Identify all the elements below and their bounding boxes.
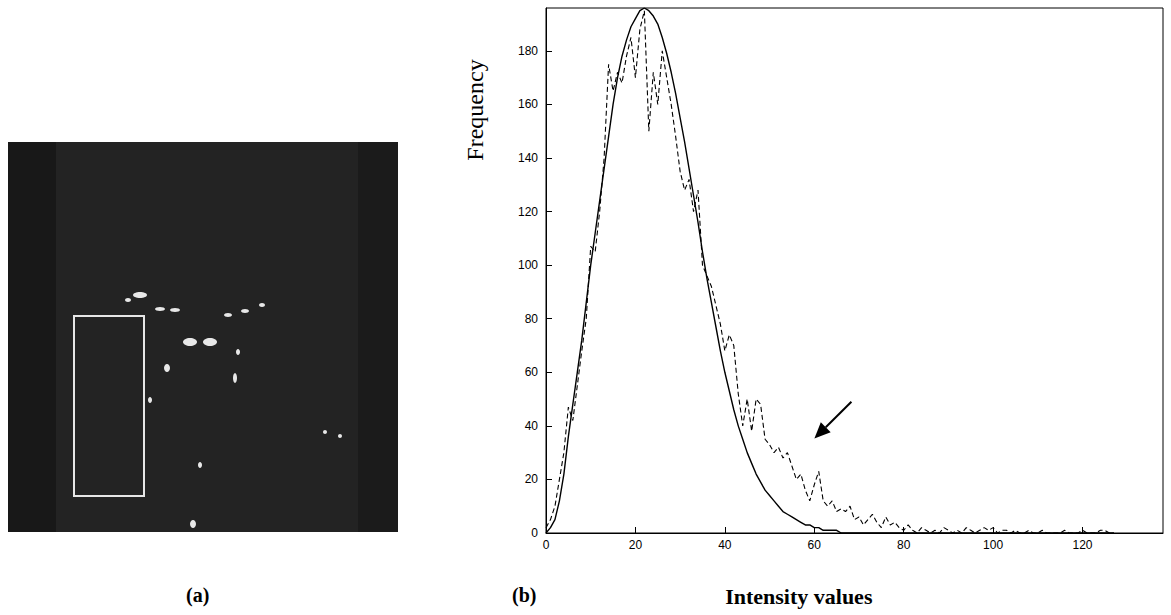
svg-text:0: 0 (543, 538, 550, 552)
svg-text:0: 0 (531, 526, 538, 540)
svg-text:120: 120 (518, 205, 538, 219)
svg-text:140: 140 (518, 151, 538, 165)
svg-text:80: 80 (897, 538, 911, 552)
svg-text:120: 120 (1073, 538, 1093, 552)
svg-text:60: 60 (808, 538, 822, 552)
svg-text:180: 180 (518, 44, 538, 58)
svg-text:(a): (a) (186, 584, 209, 607)
svg-text:100: 100 (983, 538, 1003, 552)
svg-text:20: 20 (525, 472, 539, 486)
svg-text:20: 20 (629, 538, 643, 552)
svg-text:(b): (b) (512, 584, 536, 607)
svg-text:100: 100 (518, 258, 538, 272)
svg-text:160: 160 (518, 97, 538, 111)
svg-text:60: 60 (525, 365, 539, 379)
svg-text:80: 80 (525, 312, 539, 326)
svg-text:40: 40 (718, 538, 732, 552)
svg-text:Intensity values: Intensity values (725, 584, 873, 609)
svg-text:40: 40 (525, 419, 539, 433)
svg-text:Frequency: Frequency (462, 59, 488, 160)
